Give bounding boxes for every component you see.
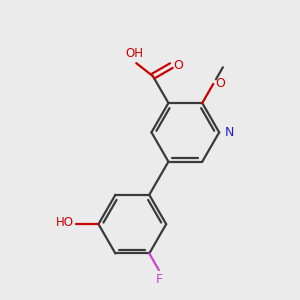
Text: F: F <box>155 273 162 286</box>
Text: O: O <box>174 59 184 72</box>
Text: O: O <box>215 77 225 90</box>
Text: HO: HO <box>56 216 74 229</box>
Text: N: N <box>224 126 234 139</box>
Text: OH: OH <box>126 46 144 60</box>
